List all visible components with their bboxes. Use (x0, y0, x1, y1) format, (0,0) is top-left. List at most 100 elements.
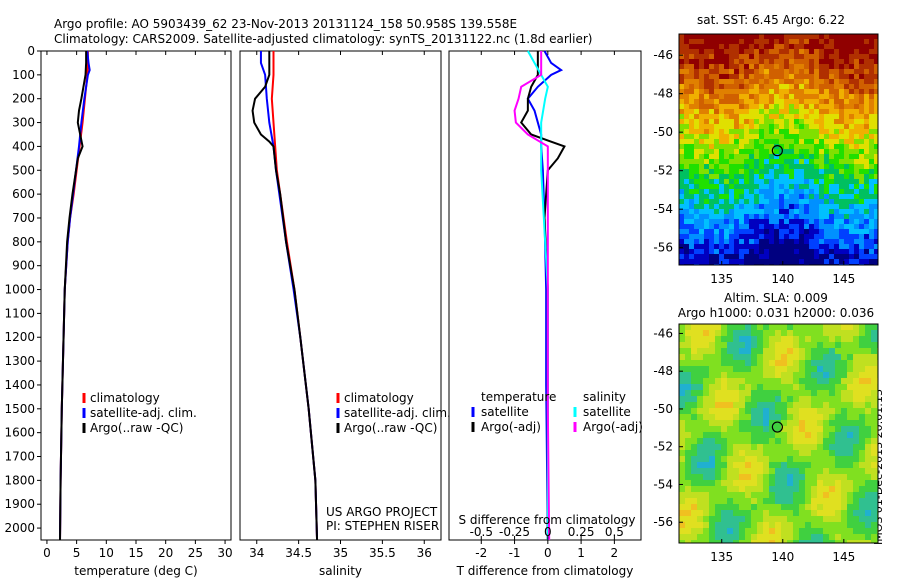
map-cell (769, 89, 774, 94)
map-cell (811, 528, 817, 534)
map-cell (764, 244, 769, 249)
map-cell (819, 99, 824, 104)
s-tick-label: 0 (544, 525, 552, 539)
map-cell (794, 189, 799, 194)
map-cell (727, 486, 733, 492)
map-cell (729, 139, 734, 144)
map-cell (787, 402, 793, 408)
map-cell (814, 219, 819, 224)
map-cell (805, 324, 811, 330)
map-cell (739, 372, 745, 378)
map-cell (714, 249, 719, 254)
map-cell (739, 164, 744, 169)
map-cell (829, 179, 834, 184)
map-cell (679, 426, 685, 432)
map-cell (751, 438, 757, 444)
map-cell (779, 159, 784, 164)
map-cell (763, 498, 769, 504)
map-cell (784, 184, 789, 189)
map-cell (679, 174, 684, 179)
map-cell (679, 456, 685, 462)
map-cell (804, 79, 809, 84)
map-cell (824, 59, 829, 64)
map-cell (721, 342, 727, 348)
map-cell (789, 104, 794, 109)
map-cell (829, 516, 835, 522)
map-cell (829, 69, 834, 74)
map-cell (734, 114, 739, 119)
series-line-argo-raw-qc- (251, 51, 319, 541)
map-cell (774, 209, 779, 214)
map-cell (769, 199, 774, 204)
map-cell (814, 214, 819, 219)
map-cell (817, 498, 823, 504)
map-cell (814, 239, 819, 244)
map-cell (811, 540, 817, 543)
map-cell (729, 89, 734, 94)
map-cell (685, 468, 691, 474)
map-cell (835, 522, 841, 528)
map-cell (699, 194, 704, 199)
map-cell (829, 149, 834, 154)
map-cell (809, 144, 814, 149)
map-cell (709, 119, 714, 124)
map-cell (739, 486, 745, 492)
map-cell (829, 336, 835, 342)
map-cell (804, 259, 809, 264)
map-cell (794, 179, 799, 184)
map-cell (847, 504, 853, 510)
map-cell (787, 372, 793, 378)
map-cell (859, 244, 864, 249)
map-cell (714, 84, 719, 89)
map-cell (769, 239, 774, 244)
map-cell (865, 522, 871, 528)
map-cell (709, 69, 714, 74)
map-cell (779, 174, 784, 179)
map-cell (814, 159, 819, 164)
map-cell (724, 94, 729, 99)
map-cell (729, 244, 734, 249)
map-cell (689, 204, 694, 209)
map-cell (799, 219, 804, 224)
map-cell (739, 414, 745, 420)
map-cell (715, 522, 721, 528)
map-cell (817, 396, 823, 402)
map-cell (794, 244, 799, 249)
map-cell (704, 214, 709, 219)
map-cell (745, 390, 751, 396)
map-cell (754, 229, 759, 234)
map-cell (794, 64, 799, 69)
map-cell (793, 432, 799, 438)
map-cell (805, 522, 811, 528)
map-cell (697, 330, 703, 336)
map-cell (854, 99, 859, 104)
map-cell (844, 159, 849, 164)
map-cell (689, 74, 694, 79)
map-cell (824, 164, 829, 169)
map-cell (775, 396, 781, 402)
map-cell (769, 372, 775, 378)
map-cell (727, 468, 733, 474)
map-cell (729, 169, 734, 174)
map-cell (824, 79, 829, 84)
map-cell (859, 259, 864, 264)
map-cell (709, 516, 715, 522)
map-cell (684, 189, 689, 194)
map-cell (849, 244, 854, 249)
map-cell (709, 462, 715, 468)
map-cell (779, 184, 784, 189)
map-cell (699, 179, 704, 184)
map-cell (844, 104, 849, 109)
map-cell (691, 372, 697, 378)
map-cell (754, 109, 759, 114)
map-cell (703, 366, 709, 372)
map-cell (849, 104, 854, 109)
map-cell (849, 124, 854, 129)
map-cell (769, 438, 775, 444)
map-cell (805, 450, 811, 456)
map-cell (739, 84, 744, 89)
map-cell (784, 69, 789, 74)
map-cell (793, 402, 799, 408)
map-cell (811, 444, 817, 450)
y-tick-label: 900 (12, 259, 35, 273)
